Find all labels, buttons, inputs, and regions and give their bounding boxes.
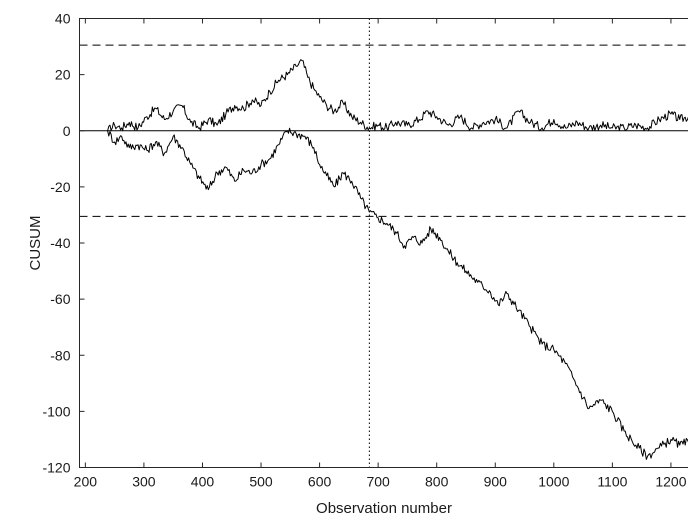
cusum-series-lower — [107, 127, 688, 460]
x-tick-label: 1100 — [597, 474, 627, 490]
y-tick-label: 40 — [55, 11, 71, 27]
x-tick-label: 900 — [484, 474, 508, 490]
x-tick-label: 1000 — [538, 474, 569, 490]
x-tick-label: 500 — [249, 474, 273, 490]
y-tick-label: -120 — [42, 460, 70, 476]
cusum-series-upper — [107, 59, 688, 132]
y-tick-label: -80 — [50, 347, 70, 363]
x-tick-label: 200 — [74, 474, 98, 490]
y-tick-label: -40 — [50, 235, 70, 251]
x-axis-label: Observation number — [316, 500, 452, 517]
y-tick-label: 20 — [55, 67, 71, 83]
x-tick-label: 600 — [308, 474, 332, 490]
x-tick-label: 700 — [366, 474, 390, 490]
plot-lines — [79, 18, 688, 468]
axis-ticks: 200 300 400 500 600 700 800 900 1000 1100 12004020… — [42, 11, 686, 490]
x-tick-label: 400 — [191, 474, 215, 490]
x-tick-label: 300 — [132, 474, 156, 490]
y-tick-label: 0 — [63, 123, 71, 139]
y-axis-label: CUSUM — [27, 216, 44, 271]
y-tick-label: -60 — [50, 291, 70, 307]
y-tick-label: -100 — [42, 403, 70, 419]
x-tick-label: 1200 — [655, 474, 686, 490]
y-tick-label: -20 — [50, 179, 70, 195]
x-tick-label: 800 — [425, 474, 449, 490]
